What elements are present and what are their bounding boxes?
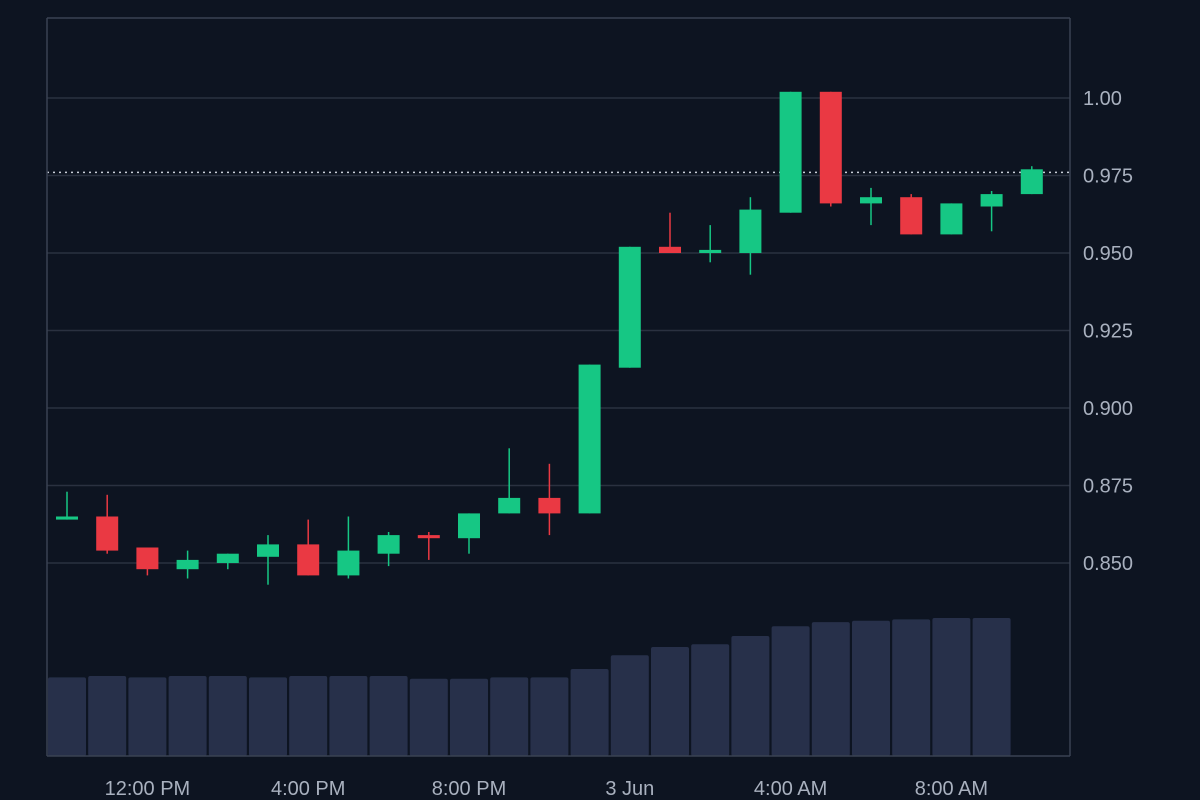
candle — [417, 532, 440, 560]
x-tick-label: 8:00 PM — [432, 778, 506, 800]
candle-body — [297, 544, 320, 576]
volume-bar — [811, 622, 850, 756]
candle-body — [618, 246, 641, 368]
candle-body — [337, 550, 360, 576]
candle — [618, 246, 641, 368]
candle-body — [699, 249, 722, 253]
volume-bar — [128, 677, 167, 756]
y-tick-label: 0.850 — [1083, 553, 1133, 575]
candle — [297, 519, 320, 576]
volume-bar — [852, 620, 890, 756]
volume-bar — [289, 675, 328, 756]
candle-body — [860, 197, 882, 204]
x-axis-labels: 12:00 PM 4:00 PM 8:00 PM 3 Jun 4:00 AM 8:00 A… — [105, 778, 989, 800]
y-axis-labels: 1.00 0.975 0.950 0.925 0.900 0.875 0.850 — [1083, 88, 1133, 575]
candle-body — [136, 547, 159, 570]
volume-bar — [651, 646, 689, 756]
candle-body — [498, 497, 521, 514]
volume-bar — [48, 677, 86, 756]
candle-body — [538, 497, 561, 514]
y-tick-label: 1.00 — [1083, 88, 1122, 110]
candle-body — [96, 516, 119, 551]
volume-bar — [490, 677, 529, 756]
volume-bar — [972, 618, 1011, 756]
plot-frame — [46, 17, 1071, 757]
candle — [176, 550, 199, 579]
volume-bar — [610, 655, 649, 756]
candles — [56, 91, 1043, 585]
y-tick-label: 0.900 — [1083, 398, 1133, 420]
volume-bar — [168, 675, 207, 756]
candle — [779, 91, 802, 213]
candle — [860, 187, 882, 226]
candle — [900, 194, 923, 235]
x-tick-label: 12:00 PM — [105, 778, 191, 800]
candle-body — [417, 535, 440, 539]
candle-body — [1020, 169, 1043, 195]
y-tick-label: 0.925 — [1083, 321, 1133, 343]
candle-body — [257, 544, 279, 557]
x-tick-label: 3 Jun — [605, 778, 654, 800]
candle — [216, 553, 239, 570]
volume-bars — [48, 618, 1011, 756]
candle — [96, 494, 119, 554]
volume-bar — [329, 675, 368, 756]
candle — [819, 91, 842, 207]
candle — [940, 203, 963, 235]
candle-body — [819, 91, 842, 204]
volume-bar — [530, 677, 569, 756]
candle — [659, 212, 681, 253]
y-tick-label: 0.950 — [1083, 243, 1133, 265]
x-tick-label: 8:00 AM — [915, 778, 988, 800]
candle — [980, 191, 1003, 232]
x-tick-label: 4:00 AM — [754, 778, 827, 800]
volume-bar — [731, 635, 770, 756]
candle-body — [578, 364, 601, 514]
candle — [538, 463, 561, 536]
candle-body — [980, 194, 1003, 207]
volume-bar — [570, 669, 609, 756]
x-tick-label: 4:00 PM — [271, 778, 345, 800]
y-tick-label: 0.875 — [1083, 476, 1133, 498]
volume-bar — [249, 677, 287, 756]
volume-bar — [771, 626, 810, 756]
volume-bar — [88, 675, 127, 756]
grid-lines — [47, 97, 1070, 564]
candle — [1020, 166, 1043, 195]
candle-body — [779, 91, 802, 213]
candle — [136, 547, 159, 576]
candle-body — [940, 203, 963, 235]
candle — [377, 532, 400, 567]
candle — [257, 535, 279, 585]
volume-bar — [932, 618, 971, 756]
candle-body — [900, 197, 923, 235]
volume-bar — [450, 678, 488, 756]
candle — [56, 491, 78, 520]
volume-bar — [691, 644, 730, 756]
candle-body — [56, 516, 78, 520]
y-tick-label: 0.975 — [1083, 166, 1133, 188]
candle — [458, 513, 480, 554]
candle-body — [659, 246, 681, 253]
candle-body — [216, 553, 239, 563]
candle — [498, 448, 521, 514]
candle-body — [458, 513, 480, 539]
volume-bar — [369, 675, 408, 756]
candle — [578, 364, 601, 514]
volume-bar — [892, 619, 931, 756]
volume-bar — [208, 675, 247, 756]
candle-body — [377, 535, 400, 554]
candle — [337, 516, 360, 579]
volume-bar — [409, 678, 448, 756]
candle-body — [176, 559, 199, 570]
candle — [699, 225, 722, 263]
candle-body — [739, 209, 762, 253]
candle — [739, 197, 762, 275]
